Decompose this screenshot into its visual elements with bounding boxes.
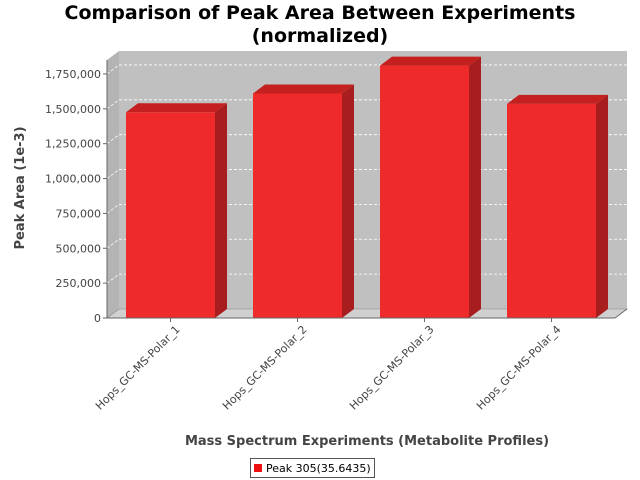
bar-side: [596, 94, 608, 318]
y-tick-label: 500,000: [56, 242, 102, 255]
gridline-wall: [106, 273, 120, 284]
legend: Peak 305(35.6435): [250, 458, 375, 478]
y-tick-label: 0: [94, 312, 101, 325]
bar: [380, 65, 469, 319]
bar: [126, 112, 215, 318]
y-tick-label: 1,500,000: [45, 103, 101, 116]
plot-left-wall: [107, 51, 119, 318]
bar: [507, 103, 596, 318]
x-tick-label: Hops_GC-MS-Polar_4: [474, 323, 564, 413]
y-tick-label: 1,750,000: [45, 68, 101, 81]
x-tick-label: Hops_GC-MS-Polar_3: [347, 323, 437, 413]
y-tick-label: 1,000,000: [45, 173, 101, 186]
chart-title-line1: Comparison of Peak Area Between Experime…: [64, 2, 576, 24]
x-tick-label: Hops_GC-MS-Polar_1: [93, 323, 183, 413]
gridline-wall: [106, 64, 120, 75]
bar-side: [469, 56, 481, 319]
x-axis-title: Mass Spectrum Experiments (Metabolite Pr…: [185, 434, 549, 449]
bar-side: [215, 103, 227, 318]
gridline-wall: [106, 204, 120, 214]
bar: [253, 93, 342, 318]
bar-top: [380, 56, 481, 66]
y-tick-label: 750,000: [56, 207, 102, 220]
legend-label: Peak 305(35.6435): [266, 461, 371, 475]
bar-top: [253, 84, 354, 94]
chart-title: Comparison of Peak Area Between Experime…: [0, 2, 640, 48]
gridline-wall: [106, 99, 120, 110]
bar-top: [507, 94, 608, 104]
y-tick-label: 1,250,000: [45, 138, 101, 151]
bar-top: [126, 103, 227, 113]
gridline-wall: [106, 169, 120, 179]
floor-edge: [614, 308, 628, 319]
gridline-wall: [106, 238, 120, 249]
x-tick-label: Hops_GC-MS-Polar_2: [220, 323, 310, 413]
chart-title-line2: (normalized): [251, 25, 389, 47]
legend-swatch: [254, 464, 262, 472]
bar-side: [342, 84, 354, 318]
y-tick-label: 250,000: [56, 277, 102, 290]
gridline-wall: [106, 134, 120, 144]
y-axis-title: Peak Area (1e-3): [13, 126, 28, 249]
gridlines: [106, 64, 627, 284]
bars: [126, 56, 608, 319]
